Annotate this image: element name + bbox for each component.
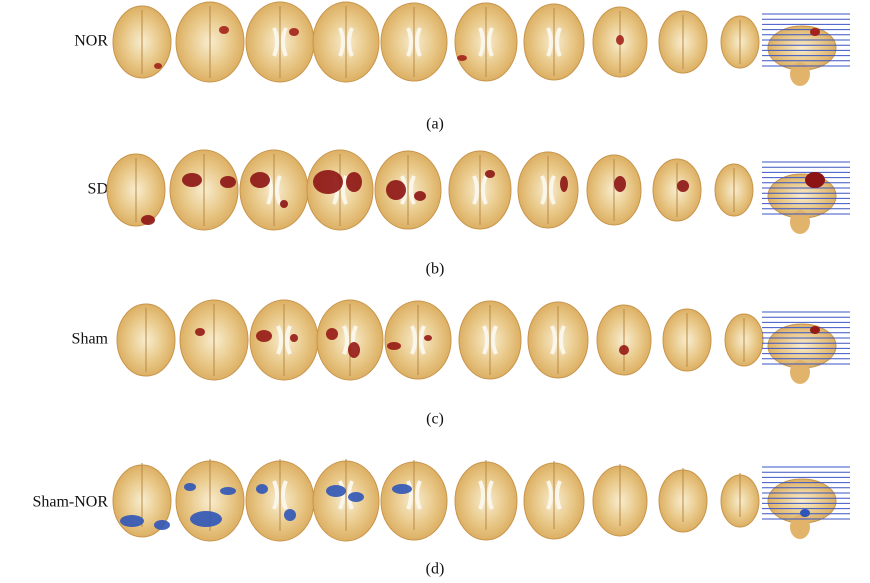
- panel-caption: (b): [426, 261, 445, 278]
- activation-blob: [392, 484, 412, 494]
- activation-blob: [424, 335, 432, 341]
- activation-blob: [326, 485, 346, 497]
- sagittal-view: [762, 14, 850, 86]
- activation-blob: [220, 176, 236, 188]
- row-label: Sham-NOR: [32, 494, 108, 511]
- figure-body: NOR (a) SD (b) Sham (c) Sham-NOR (d): [32, 2, 850, 578]
- activation-blob: [120, 515, 144, 527]
- sagittal-blob: [810, 326, 820, 334]
- activation-blob: [184, 483, 196, 491]
- activation-blob: [346, 172, 362, 192]
- activation-blob: [289, 28, 299, 36]
- activation-blob: [220, 487, 236, 495]
- panel: Sham (c): [72, 300, 850, 428]
- activation-blob: [485, 170, 495, 178]
- activation-blob: [614, 176, 626, 192]
- sagittal-view: [762, 312, 850, 384]
- panel: NOR (a): [74, 2, 850, 133]
- activation-blob: [250, 172, 270, 188]
- activation-blob: [348, 342, 360, 358]
- activation-blob: [190, 511, 222, 527]
- activation-blob: [560, 176, 568, 192]
- panel-caption: (d): [426, 561, 445, 578]
- activation-blob: [284, 509, 296, 521]
- activation-blob: [414, 191, 426, 201]
- activation-blob: [256, 330, 272, 342]
- activation-blob: [619, 345, 629, 355]
- row-label: NOR: [74, 33, 108, 50]
- panel-caption: (a): [426, 116, 444, 133]
- row-label: Sham: [72, 331, 109, 348]
- activation-blob: [326, 328, 338, 340]
- activation-blob: [313, 170, 343, 194]
- activation-blob: [348, 492, 364, 502]
- activation-blob: [141, 215, 155, 225]
- panel: SD (b): [88, 150, 850, 278]
- figure: NOR (a) SD (b) Sham (c) Sham-NOR (d): [0, 0, 870, 583]
- activation-blob: [154, 63, 162, 69]
- activation-blob: [457, 55, 467, 61]
- activation-blob: [219, 26, 229, 34]
- activation-blob: [387, 342, 401, 350]
- sagittal-blob: [800, 509, 810, 517]
- activation-blob: [280, 200, 288, 208]
- sagittal-blob: [805, 172, 825, 188]
- activation-blob: [154, 520, 170, 530]
- activation-blob: [616, 35, 624, 45]
- activation-blob: [290, 334, 298, 342]
- activation-blob: [677, 180, 689, 192]
- activation-blob: [182, 173, 202, 187]
- panel-caption: (c): [426, 411, 444, 428]
- sagittal-blob: [810, 28, 820, 36]
- activation-blob: [386, 180, 406, 200]
- panel: Sham-NOR (d): [32, 459, 850, 578]
- activation-blob: [195, 328, 205, 336]
- row-label: SD: [88, 181, 108, 198]
- activation-blob: [256, 484, 268, 494]
- sagittal-view: [762, 467, 850, 539]
- sagittal-view: [762, 162, 850, 234]
